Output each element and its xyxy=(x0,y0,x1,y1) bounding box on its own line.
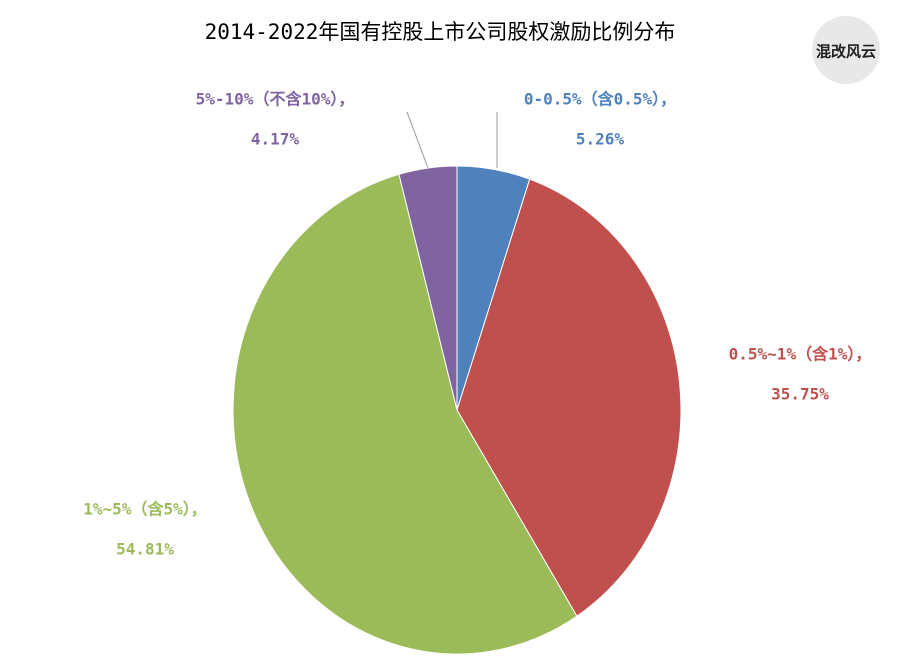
pie-slice xyxy=(456,178,682,617)
slice-label: 5%-10%（不含10%）， xyxy=(196,90,355,109)
leader-line xyxy=(406,111,429,169)
value-label: 54.81% xyxy=(116,540,174,559)
logo-bg xyxy=(812,16,880,84)
logo: 混改风云 xyxy=(812,16,880,84)
value-label: 5.26% xyxy=(576,130,625,149)
pie-slice xyxy=(232,173,578,655)
pie-slice xyxy=(398,165,458,411)
logo-text: 混改风云 xyxy=(816,43,876,61)
chart-title: 2014-2022年国有控股上市公司股权激励比例分布 xyxy=(205,20,676,44)
slice-label: 0.5%~1%（含1%）， xyxy=(729,345,872,364)
value-label: 4.17% xyxy=(251,130,300,149)
slice-label: 0-0.5%（含0.5%）， xyxy=(524,90,676,109)
slice-label: 1%~5%（含5%）， xyxy=(83,500,206,519)
value-label: 35.75% xyxy=(771,385,829,404)
